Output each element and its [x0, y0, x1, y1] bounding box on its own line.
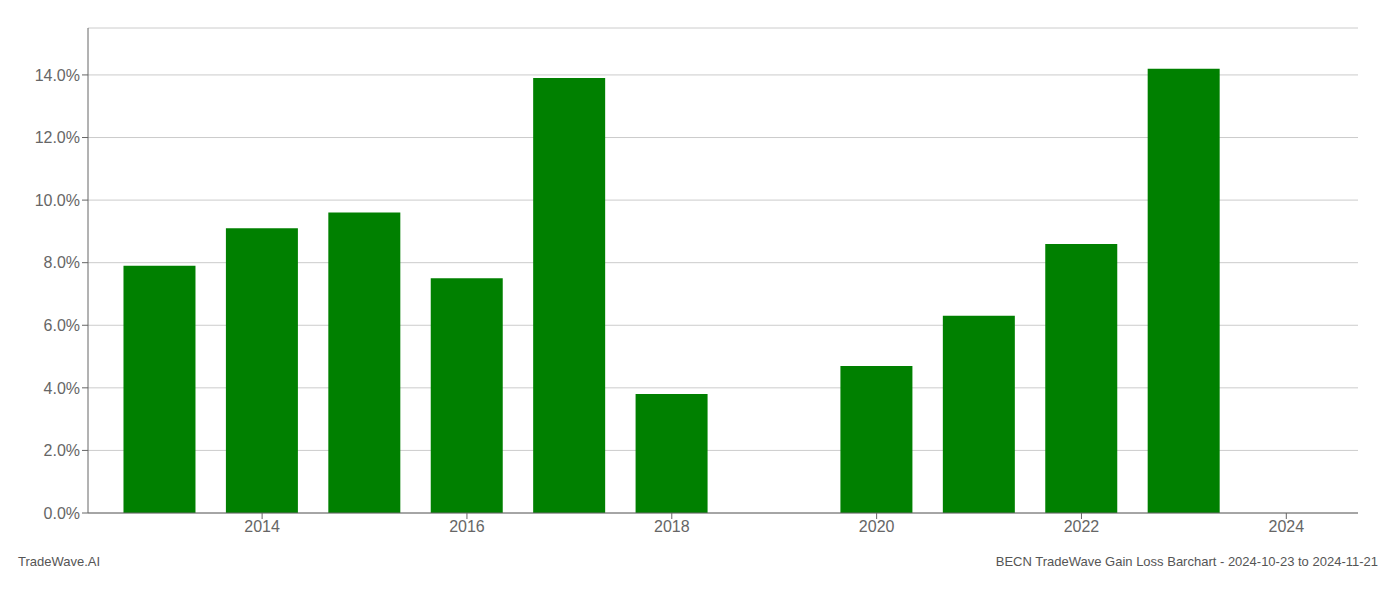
svg-text:2020: 2020 [859, 518, 895, 535]
svg-text:4.0%: 4.0% [44, 380, 80, 397]
svg-text:2024: 2024 [1269, 518, 1305, 535]
svg-text:6.0%: 6.0% [44, 317, 80, 334]
svg-text:2014: 2014 [244, 518, 280, 535]
svg-text:14.0%: 14.0% [35, 67, 80, 84]
html-text:TradeWave.AI: TradeWave.AI [18, 554, 101, 569]
svg-text:8.0%: 8.0% [44, 254, 80, 271]
svg-text:2022: 2022 [1064, 518, 1100, 535]
svg-text:10.0%: 10.0% [35, 192, 80, 209]
html-text:BECN TradeWave Gain Loss Barch: BECN TradeWave Gain Loss Barchart - 2024… [995, 554, 1378, 569]
svg-text:2018: 2018 [654, 518, 690, 535]
svg-text:0.0%: 0.0% [44, 505, 80, 522]
svg-text:2.0%: 2.0% [44, 442, 80, 459]
svg-text:12.0%: 12.0% [35, 129, 80, 146]
svg-text:2016: 2016 [449, 518, 485, 535]
